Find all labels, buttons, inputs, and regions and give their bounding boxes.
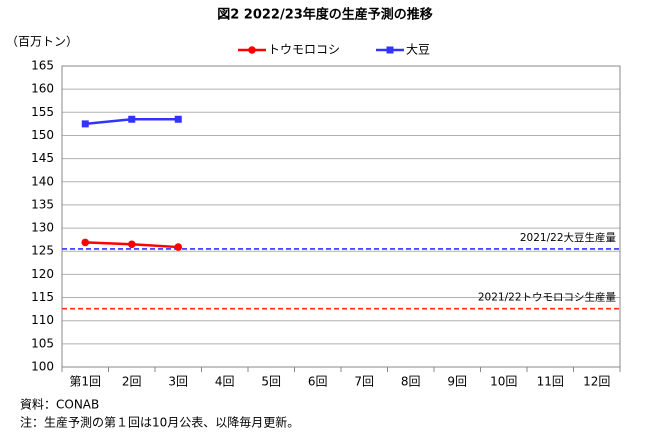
- x-tick-label: 9回: [447, 375, 467, 389]
- data-point: [128, 115, 136, 123]
- y-tick-label: 115: [31, 290, 54, 304]
- source-note: 資料：CONAB: [20, 398, 99, 412]
- x-tick-label: 8回: [401, 375, 421, 389]
- y-tick-label: 110: [31, 313, 54, 327]
- plot-border: [61, 65, 621, 368]
- x-tick-label: 第1回: [69, 375, 101, 389]
- x-tick-label: 6回: [308, 375, 328, 389]
- y-tick-label: 105: [31, 336, 54, 350]
- legend-label: 大豆: [406, 43, 430, 57]
- legend-label: トウモロコシ: [268, 43, 340, 57]
- y-tick-label: 140: [31, 174, 54, 188]
- y-tick-label: 130: [31, 221, 54, 235]
- data-point: [174, 243, 183, 251]
- y-tick-label: 150: [31, 128, 54, 142]
- y-tick-label: 145: [31, 151, 54, 165]
- y-tick-label: 155: [31, 105, 54, 119]
- y-tick-label: 135: [31, 197, 54, 211]
- chart-title: 図2 2022/23年度の生産予測の推移: [217, 7, 433, 23]
- y-tick-label: 125: [31, 244, 54, 258]
- y-tick-label: 160: [31, 82, 54, 96]
- y-tick-label: 165: [31, 59, 54, 73]
- data-point: [81, 238, 90, 247]
- y-tick-label: 100: [31, 360, 54, 374]
- x-tick-label: 5回: [261, 375, 281, 389]
- legend-marker: [386, 46, 394, 54]
- data-point: [127, 240, 136, 249]
- y-tick-label: 120: [31, 267, 54, 281]
- x-tick-label: 12回: [583, 375, 610, 389]
- x-tick-label: 2回: [122, 375, 142, 389]
- data-point: [81, 120, 89, 128]
- x-tick-label: 7回: [354, 375, 374, 389]
- legend-marker: [248, 46, 256, 54]
- reference-label: 2021/22大豆生産量: [520, 231, 617, 244]
- x-tick-label: 4回: [215, 375, 235, 389]
- data-point: [174, 115, 182, 123]
- x-tick-label: 3回: [168, 375, 188, 389]
- y-axis-label: （百万トン）: [6, 35, 78, 49]
- reference-label: 2021/22トウモロコシ生産量: [478, 291, 617, 304]
- x-tick-label: 10回: [490, 375, 517, 389]
- x-tick-label: 11回: [537, 375, 564, 389]
- note: 注：生産予測の第１回は10月公表、以降毎月更新。: [20, 415, 299, 430]
